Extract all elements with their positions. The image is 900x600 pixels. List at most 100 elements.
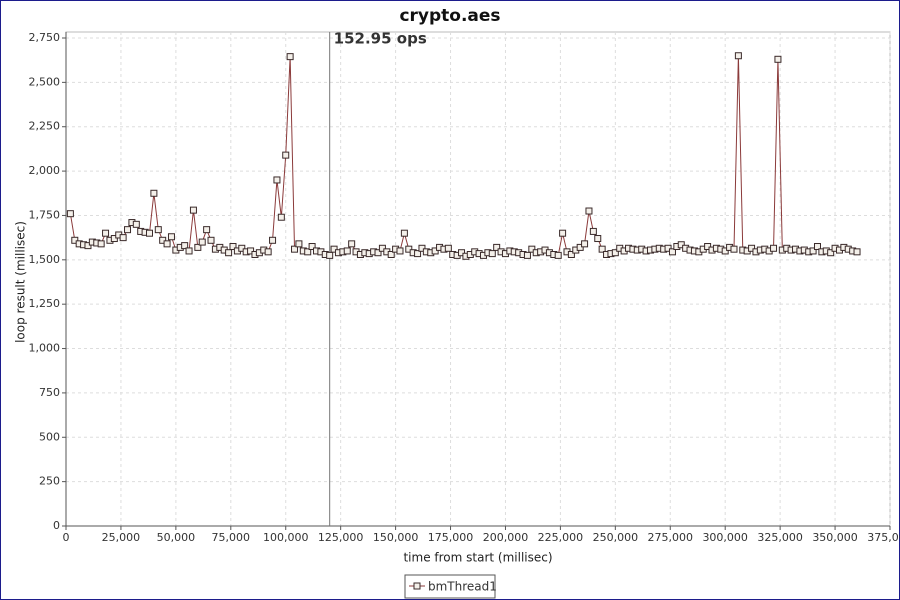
x-tick-label: 175,000 (428, 531, 474, 544)
data-point (203, 226, 211, 234)
data-point (348, 240, 356, 248)
data-point (159, 236, 167, 244)
data-point (493, 243, 501, 251)
data-point (523, 251, 531, 259)
data-point (827, 249, 835, 257)
y-tick-label: 250 (39, 475, 60, 488)
data-point (119, 234, 127, 242)
data-point (269, 236, 277, 244)
data-point (677, 241, 685, 249)
x-tick-label: 25,000 (102, 531, 141, 544)
data-point (326, 251, 334, 259)
x-tick-label: 325,000 (757, 531, 803, 544)
y-tick-label: 1,000 (29, 342, 61, 355)
data-point (198, 238, 206, 246)
data-point (809, 247, 817, 255)
data-point (374, 249, 382, 257)
y-tick-label: 1,250 (29, 297, 61, 310)
data-point (594, 235, 602, 243)
data-point (189, 206, 197, 214)
data-point (704, 243, 712, 251)
y-tick-label: 500 (39, 430, 60, 443)
data-point (770, 244, 778, 252)
data-point (277, 213, 285, 221)
data-point (225, 249, 233, 257)
x-tick-label: 350,000 (812, 531, 858, 544)
data-point (734, 52, 742, 60)
data-point (291, 245, 299, 253)
data-point (66, 210, 74, 218)
data-point (132, 220, 140, 228)
data-point (813, 243, 821, 251)
data-point (238, 244, 246, 252)
legend-box (404, 574, 496, 599)
data-point (576, 243, 584, 251)
data-point (97, 240, 105, 248)
x-tick-label: 100,000 (263, 531, 309, 544)
y-tick-label: 2,250 (29, 120, 61, 133)
data-point (611, 249, 619, 257)
data-point (145, 229, 153, 237)
data-point (567, 250, 575, 258)
y-axis-label: loop result (millisec) (14, 221, 28, 343)
data-point (154, 226, 162, 234)
y-tick-label: 750 (39, 386, 60, 399)
data-point (207, 236, 215, 244)
data-point (167, 233, 175, 241)
y-tick-label: 1,750 (29, 208, 61, 221)
data-point (282, 151, 290, 159)
data-point (748, 244, 756, 252)
data-point (414, 250, 422, 258)
x-axis-label: time from start (millisec) (403, 551, 552, 565)
y-tick-label: 1,500 (29, 253, 61, 266)
data-point (150, 189, 158, 197)
data-point (110, 235, 118, 243)
data-point (102, 229, 110, 237)
data-point (668, 248, 676, 256)
data-point (488, 250, 496, 258)
data-point (264, 248, 272, 256)
data-point (431, 247, 439, 255)
legend-marker (413, 582, 421, 590)
data-point (730, 245, 738, 253)
x-tick-label: 200,000 (483, 531, 529, 544)
data-point (589, 227, 597, 235)
data-point (163, 240, 171, 248)
data-point (444, 244, 452, 252)
x-tick-label: 225,000 (538, 531, 584, 544)
data-point (585, 207, 593, 215)
data-point (304, 248, 312, 256)
x-tick-label: 250,000 (593, 531, 639, 544)
data-point (378, 244, 386, 252)
marker-label: 152.95 ops (334, 30, 427, 48)
data-point (405, 245, 413, 253)
data-point (295, 240, 303, 248)
data-point (229, 243, 237, 251)
data-point (774, 55, 782, 63)
data-point (308, 243, 316, 251)
x-tick-label: 275,000 (648, 531, 694, 544)
legend: bmThread1 (404, 574, 497, 599)
data-point (84, 242, 92, 250)
x-tick-label: 150,000 (373, 531, 419, 544)
data-point (554, 251, 562, 259)
y-tick-label: 2,750 (29, 31, 61, 44)
x-tick-label: 375,000 (867, 531, 900, 544)
x-tick-label: 50,000 (157, 531, 196, 544)
legend-label: bmThread1 (428, 580, 497, 594)
data-point (853, 248, 861, 256)
data-point (418, 244, 426, 252)
x-tick-label: 300,000 (702, 531, 748, 544)
x-tick-label: 125,000 (318, 531, 364, 544)
y-tick-label: 0 (53, 519, 60, 532)
data-point (185, 247, 193, 255)
data-point (396, 247, 404, 255)
data-point (124, 226, 132, 234)
data-point (400, 229, 408, 237)
data-point (559, 229, 567, 237)
data-point (181, 242, 189, 250)
data-point (387, 250, 395, 258)
data-point (194, 243, 202, 251)
data-point (247, 247, 255, 255)
